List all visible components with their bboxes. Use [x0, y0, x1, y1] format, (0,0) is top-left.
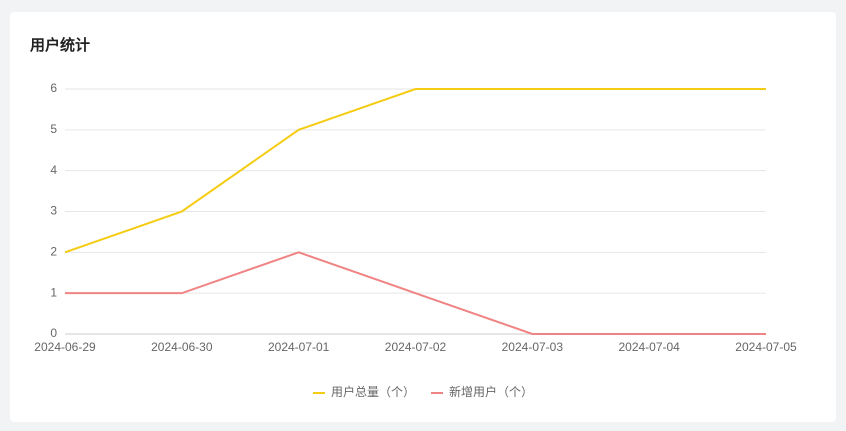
- y-tick-label: 5: [50, 122, 57, 136]
- x-tick-label: 2024-07-05: [735, 340, 797, 354]
- x-tick-label: 2024-07-03: [502, 340, 564, 354]
- line-series: [64, 88, 766, 254]
- y-tick-label: 2: [50, 245, 57, 259]
- y-tick-label: 1: [50, 285, 57, 299]
- legend-label: 新增用户（个）: [449, 384, 533, 399]
- y-tick-label: 4: [50, 163, 57, 177]
- line-series: [65, 251, 766, 335]
- chart-title: 用户统计: [30, 36, 90, 54]
- x-tick-label: 2024-07-04: [618, 340, 680, 354]
- y-tick-label: 0: [50, 326, 57, 340]
- x-tick-label: 2024-07-02: [385, 340, 447, 354]
- legend-label: 用户总量（个）: [331, 384, 415, 399]
- card: [10, 12, 836, 422]
- y-tick-label: 3: [50, 204, 57, 218]
- x-tick-label: 2024-06-30: [151, 340, 213, 354]
- y-tick-label: 6: [50, 81, 57, 95]
- x-tick-label: 2024-06-29: [34, 340, 96, 354]
- x-tick-label: 2024-07-01: [268, 340, 330, 354]
